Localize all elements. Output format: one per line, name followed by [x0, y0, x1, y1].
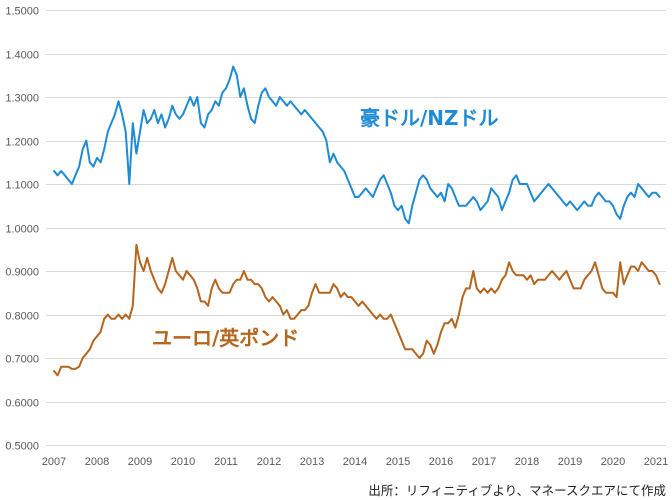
x-tick-label: 2012: [257, 456, 281, 468]
eur-gbp-series-line: [53, 243, 661, 377]
y-tick-label: 1.1000: [5, 180, 39, 192]
x-tick-label: 2015: [386, 456, 410, 468]
aud-nzd-series-label: 豪ドル/NZドル: [360, 106, 499, 130]
y-tick-label: 0.5000: [5, 441, 39, 453]
y-tick-label: 1.2000: [5, 137, 39, 149]
x-tick-label: 2019: [558, 456, 582, 468]
eur-gbp-series-label: ユーロ/英ポンド: [152, 326, 299, 350]
y-tick-label: 0.9000: [5, 267, 39, 279]
series-lines: [53, 65, 661, 377]
y-tick-label: 1.4000: [5, 50, 39, 62]
y-tick-label: 0.8000: [5, 311, 39, 323]
y-tick-label: 1.5000: [5, 6, 39, 18]
x-axis-tick-labels: 2007 2008 2009 2010 2011 2012 2013 2014 2015 2016…: [42, 456, 668, 468]
x-tick-label: 2018: [515, 456, 539, 468]
y-tick-label: 1.0000: [5, 224, 39, 236]
x-tick-label: 2013: [300, 456, 324, 468]
aud-nzd-series-line: [53, 65, 661, 225]
x-tick-label: 2020: [601, 456, 625, 468]
y-tick-label: 0.7000: [5, 354, 39, 366]
y-tick-label: 1.3000: [5, 93, 39, 105]
source-note: 出所：リフィニティブより、マネースクエアにて作成: [368, 483, 666, 498]
x-tick-label: 2014: [343, 456, 367, 468]
gridlines: [46, 10, 666, 446]
x-tick-label: 2011: [214, 456, 238, 468]
y-tick-label: 0.6000: [5, 398, 39, 410]
y-axis-tick-labels: 0.5000 0.6000 0.7000 0.8000 0.9000 1.0000 1.10…: [5, 6, 39, 453]
x-tick-label: 2010: [171, 456, 195, 468]
x-tick-label: 2016: [429, 456, 453, 468]
x-tick-label: 2021: [644, 456, 668, 468]
x-tick-label: 2008: [85, 456, 109, 468]
x-tick-label: 2007: [42, 456, 66, 468]
x-tick-label: 2017: [472, 456, 496, 468]
x-tick-label: 2009: [128, 456, 152, 468]
